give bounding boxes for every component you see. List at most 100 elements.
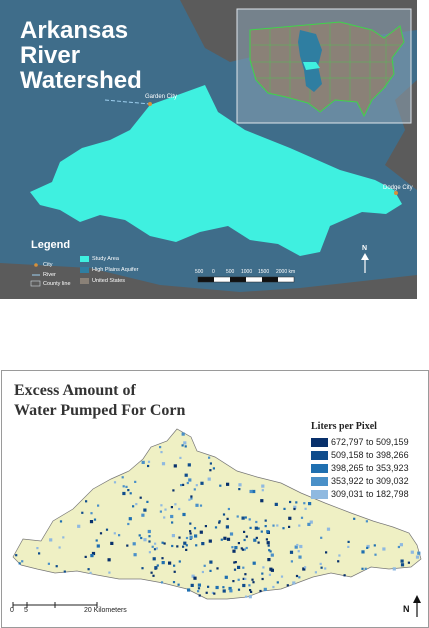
pumping-pixel	[309, 520, 313, 524]
inset-aquifer	[298, 30, 322, 92]
pumping-pixel	[186, 481, 189, 485]
pumping-pixel	[343, 574, 346, 577]
pumping-pixel	[209, 462, 212, 465]
pumping-pixel	[171, 544, 174, 548]
pumping-pixel	[209, 569, 212, 572]
pumping-pixel	[199, 530, 203, 534]
pumping-pixel	[289, 550, 294, 554]
pumping-pixel	[188, 478, 192, 482]
corn-map-title-line-1: Excess Amount of	[14, 382, 136, 399]
city-marker-garden-city	[148, 102, 152, 106]
pumping-pixel	[160, 581, 164, 584]
overview-scale-label: 500	[195, 269, 204, 275]
pumping-pixel	[36, 547, 39, 550]
pumping-pixel	[373, 544, 376, 547]
corn-scale-label: 5	[24, 607, 28, 614]
pumping-pixel	[225, 525, 229, 529]
pumping-pixel	[49, 538, 53, 542]
pumping-pixel	[89, 571, 92, 574]
pumping-pixel	[353, 517, 356, 520]
pumping-pixel	[294, 545, 298, 549]
pumping-pixel	[201, 570, 204, 574]
pumping-pixel	[189, 530, 192, 533]
pumping-pixel	[190, 497, 193, 500]
united-states-shape	[249, 21, 405, 118]
pumping-pixel	[274, 502, 278, 506]
pumping-pixel	[184, 445, 187, 448]
pumping-pixel	[237, 542, 240, 545]
pumping-pixel	[227, 507, 230, 511]
pumping-pixel	[143, 538, 147, 542]
pumping-pixel	[38, 552, 41, 555]
pumping-pixel	[223, 536, 227, 540]
pumping-pixel	[81, 511, 84, 514]
pumping-pixel	[122, 491, 126, 496]
pumping-pixel	[397, 545, 400, 549]
pumping-pixel	[58, 546, 61, 549]
pumping-pixel	[190, 583, 194, 587]
pumping-pixel	[374, 553, 377, 556]
pumping-pixel	[211, 591, 214, 594]
pumping-pixel	[194, 534, 198, 538]
pumping-pixel	[184, 473, 188, 477]
pumping-pixel	[181, 444, 184, 447]
pumping-pixel	[63, 570, 66, 573]
pumping-pixel	[249, 589, 252, 592]
pumping-pixel	[89, 520, 94, 524]
pumping-pixel	[180, 484, 183, 487]
pumping-pixel	[15, 554, 18, 557]
pumping-pixel	[293, 505, 297, 509]
pumping-pixel	[197, 590, 200, 593]
pumping-pixel	[190, 495, 193, 498]
overview-north-label: N	[362, 245, 368, 252]
pumping-pixel	[177, 583, 180, 586]
pumping-pixel	[127, 522, 130, 526]
pumping-pixel	[243, 530, 246, 533]
pumping-pixel	[183, 441, 187, 445]
pumping-pixel	[193, 527, 197, 530]
pumping-pixel	[77, 524, 81, 528]
pumping-pixel	[304, 566, 307, 569]
pumping-pixel	[251, 578, 254, 581]
pumping-pixel	[195, 544, 198, 547]
pumping-pixel	[268, 549, 271, 552]
pumping-pixel	[302, 567, 306, 571]
pumping-pixel	[195, 503, 199, 507]
pumping-pixel	[150, 571, 153, 574]
overview-north-arrow	[361, 253, 369, 273]
pumping-pixel	[298, 524, 301, 527]
city-label-dodge-city: Dodge City	[383, 185, 413, 191]
pumping-pixel	[168, 561, 172, 565]
pumping-pixel	[270, 553, 274, 557]
corn-map-north-arrow	[413, 595, 421, 617]
pumping-pixel	[232, 549, 236, 553]
pumping-pixel	[132, 505, 135, 508]
pumping-pixel	[200, 481, 204, 485]
legend-aquifer-swatch	[80, 267, 89, 273]
pumping-pixel	[226, 517, 229, 520]
pumping-pixel	[191, 574, 195, 578]
pumping-pixels	[15, 432, 421, 599]
pumping-pixel	[201, 542, 205, 546]
pumping-pixel	[95, 539, 98, 542]
pumping-pixel	[325, 551, 328, 554]
pumping-pixel	[178, 536, 181, 539]
pumping-pixel	[148, 540, 151, 543]
pumping-pixel	[320, 536, 323, 539]
pumping-pixel	[209, 469, 212, 472]
pumping-pixel	[283, 507, 286, 510]
pumping-pixel	[248, 518, 251, 521]
pumping-pixel	[295, 501, 298, 504]
pumping-pixel	[133, 553, 137, 557]
pumping-pixel	[214, 526, 218, 529]
pumping-pixel	[84, 555, 87, 558]
pumping-pixel	[293, 507, 296, 511]
pumping-pixel	[320, 566, 323, 569]
pumping-pixel	[171, 534, 175, 538]
pumping-pixel	[303, 502, 306, 505]
pumping-pixel	[237, 578, 240, 581]
pumping-pixel	[148, 535, 151, 538]
pumping-pixel	[264, 519, 267, 522]
pumping-pixel	[270, 568, 274, 572]
pumping-pixel	[189, 535, 193, 539]
